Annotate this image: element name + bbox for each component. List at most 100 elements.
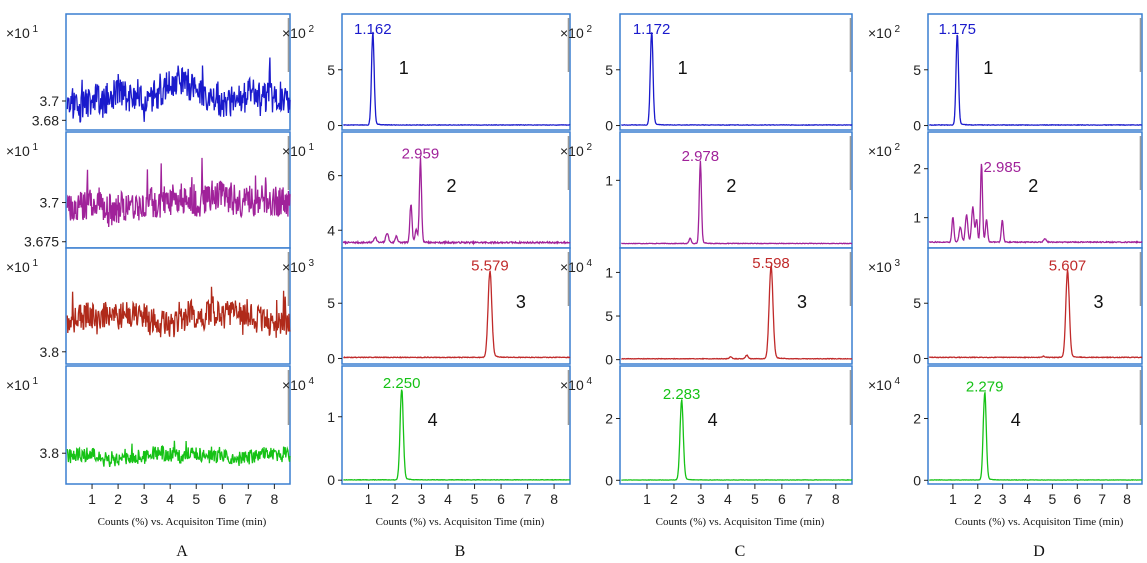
peak-number-col-d-row-3: 3 <box>1094 292 1104 312</box>
peak-rt-label-col-d-row-4: 2.279 <box>966 378 1004 395</box>
trace-col-a-row-3 <box>66 286 291 338</box>
column-letter-c: C <box>735 543 746 560</box>
panel-frame-col-c-row-4 <box>619 365 853 485</box>
x-tick-label: 4 <box>166 491 174 507</box>
x-tick-label: 4 <box>1024 491 1032 507</box>
trace-col-d-row-2 <box>928 163 1143 244</box>
x-tick-label: 8 <box>832 491 840 507</box>
peak-rt-label-col-b-row-1: 1.162 <box>354 21 392 38</box>
y-tick-label: 2 <box>605 411 613 427</box>
y-tick-label: 3.8 <box>40 445 60 461</box>
y-tick-label: 3.68 <box>32 112 59 128</box>
peak-number-col-b-row-2: 2 <box>446 176 456 196</box>
y-tick-label: 4 <box>327 222 335 238</box>
peak-rt-label-col-c-row-1: 1.172 <box>633 21 671 38</box>
x-tick-label: 8 <box>550 491 558 507</box>
peak-number-col-b-row-3: 3 <box>516 292 526 312</box>
trace-col-a-row-4 <box>66 440 291 467</box>
x-tick-label: 6 <box>497 491 505 507</box>
peak-rt-label-col-b-row-4: 2.250 <box>383 375 421 392</box>
x-tick-label: 2 <box>670 491 678 507</box>
y-multiplier-col-a-row-3: ×10 1 <box>6 258 39 275</box>
panel-frame-col-d-row-2 <box>927 131 1143 249</box>
x-tick-label: 7 <box>1098 491 1106 507</box>
y-tick-label: 1 <box>327 409 335 425</box>
y-tick-label: 5 <box>605 62 613 78</box>
y-multiplier-col-a-row-2: ×10 1 <box>6 142 39 159</box>
peak-number-col-d-row-1: 1 <box>983 58 993 78</box>
peak-number-col-b-row-4: 4 <box>428 410 438 430</box>
panel-frame-col-c-row-2 <box>619 131 853 249</box>
y-multiplier-col-d-row-1: ×10 2 <box>868 24 901 41</box>
y-multiplier-col-d-row-2: ×10 2 <box>868 142 901 159</box>
y-multiplier-col-b-row-1: ×10 2 <box>282 24 315 41</box>
y-tick-label: 0 <box>913 350 921 366</box>
y-tick-label: 5 <box>327 62 335 78</box>
peak-number-col-d-row-2: 2 <box>1028 176 1038 196</box>
x-tick-label: 6 <box>778 491 786 507</box>
y-multiplier-col-c-row-1: ×10 2 <box>560 24 593 41</box>
trace-col-a-row-1 <box>66 57 291 123</box>
panel-frame-col-b-row-3 <box>341 247 571 365</box>
x-tick-label: 3 <box>140 491 148 507</box>
y-tick-label: 3.7 <box>40 93 60 109</box>
y-tick-label: 0 <box>913 118 921 134</box>
panel-frame-col-b-row-4 <box>341 365 571 485</box>
trace-col-d-row-3 <box>928 269 1143 359</box>
peak-number-col-c-row-3: 3 <box>797 292 807 312</box>
panel-frame-col-c-row-3 <box>619 247 853 365</box>
panel-frame-col-c-row-1 <box>619 13 853 131</box>
x-tick-label: 1 <box>643 491 651 507</box>
y-multiplier-col-a-row-4: ×10 1 <box>6 376 39 393</box>
x-tick-label: 6 <box>218 491 226 507</box>
x-tick-label: 8 <box>1123 491 1131 507</box>
x-tick-label: 3 <box>697 491 705 507</box>
y-multiplier-col-b-row-3: ×10 3 <box>282 258 315 275</box>
y-tick-label: 0 <box>605 352 613 368</box>
peak-number-col-d-row-4: 4 <box>1011 410 1021 430</box>
x-tick-label: 4 <box>444 491 452 507</box>
trace-col-d-row-1 <box>929 34 1143 127</box>
x-axis-label-b: Counts (%) vs. Acquisiton Time (min) <box>376 516 545 528</box>
peak-rt-label-col-d-row-1: 1.175 <box>938 21 976 38</box>
trace-col-a-row-2 <box>66 157 291 228</box>
panel-frame-col-d-row-3 <box>927 247 1143 365</box>
trace-col-c-row-3 <box>621 265 853 360</box>
y-tick-label: 5 <box>913 62 921 78</box>
x-tick-label: 3 <box>999 491 1007 507</box>
trace-col-b-row-2 <box>342 157 571 246</box>
x-tick-label: 5 <box>192 491 200 507</box>
peak-number-col-c-row-1: 1 <box>678 58 688 78</box>
panel-frame-col-b-row-2 <box>341 131 571 249</box>
trace-col-d-row-4 <box>929 392 1143 481</box>
x-tick-label: 6 <box>1073 491 1081 507</box>
trace-col-b-row-1 <box>343 31 571 127</box>
panel-frame-col-b-row-1 <box>341 13 571 131</box>
x-tick-label: 4 <box>724 491 732 507</box>
y-tick-label: 3.675 <box>24 234 59 250</box>
x-tick-label: 2 <box>391 491 399 507</box>
peak-rt-label-col-d-row-3: 5.607 <box>1049 257 1087 274</box>
y-tick-label: 0 <box>327 118 335 134</box>
y-multiplier-col-c-row-3: ×10 4 <box>560 258 593 275</box>
trace-col-b-row-4 <box>343 389 571 481</box>
y-tick-label: 5 <box>913 295 921 311</box>
x-tick-label: 3 <box>418 491 426 507</box>
peak-rt-label-col-c-row-2: 2.978 <box>682 148 720 165</box>
peak-rt-label-col-b-row-3: 5.579 <box>471 257 509 274</box>
x-tick-label: 2 <box>114 491 122 507</box>
x-axis-label-a: Counts (%) vs. Acquisiton Time (min) <box>98 516 267 528</box>
peak-number-col-c-row-2: 2 <box>726 176 736 196</box>
panel-frame-col-d-row-4 <box>927 365 1143 485</box>
x-tick-label: 1 <box>365 491 373 507</box>
peak-rt-label-col-c-row-4: 2.283 <box>663 386 701 403</box>
peak-rt-label-col-d-row-2: 2.985 <box>984 159 1022 176</box>
y-multiplier-col-d-row-4: ×10 4 <box>868 376 901 393</box>
peak-rt-label-col-b-row-2: 2.959 <box>402 146 440 163</box>
y-tick-label: 6 <box>327 168 335 184</box>
x-tick-label: 7 <box>524 491 532 507</box>
y-tick-label: 1 <box>605 264 613 280</box>
y-tick-label: 0 <box>913 472 921 488</box>
y-multiplier-col-c-row-2: ×10 2 <box>560 142 593 159</box>
